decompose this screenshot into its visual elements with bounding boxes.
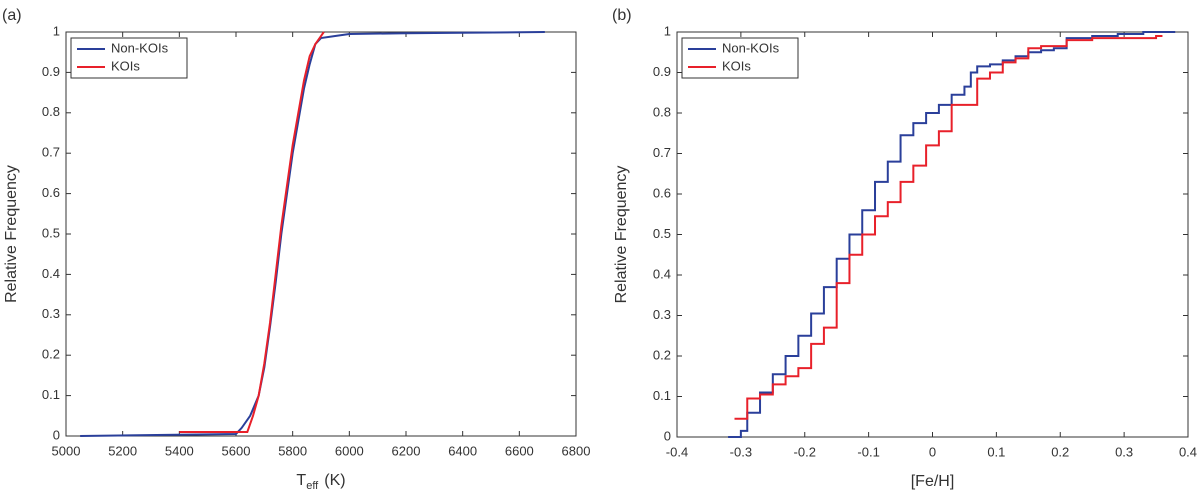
y-tick-label: 0.7 xyxy=(42,145,60,160)
legend-label: Non-KOIs xyxy=(722,40,780,55)
y-tick-label: 0.4 xyxy=(42,266,60,281)
x-tick-label: 5200 xyxy=(108,443,137,458)
y-tick-label: 0.9 xyxy=(653,64,671,79)
data-line xyxy=(734,35,1163,420)
legend-label: KOIs xyxy=(111,58,140,73)
x-tick-label: 6000 xyxy=(335,443,364,458)
x-tick-label: 6600 xyxy=(505,443,534,458)
y-tick-label: 0 xyxy=(53,427,60,442)
x-axis-label-subscript: eff xyxy=(306,480,319,492)
x-tick-label: 0.2 xyxy=(1051,444,1069,459)
legend-box xyxy=(681,37,799,79)
x-tick-label: 5400 xyxy=(165,443,194,458)
x-axis-label-main: T xyxy=(296,472,306,489)
x-tick-label: 6200 xyxy=(392,443,421,458)
data-line xyxy=(728,31,1176,438)
y-tick-label: 0 xyxy=(664,428,671,443)
legend-label: Non-KOIs xyxy=(111,40,169,55)
x-tick-label: 5800 xyxy=(278,443,307,458)
y-tick-label: 0.7 xyxy=(653,145,671,160)
x-axis-label: [Fe/H] xyxy=(911,473,955,490)
y-tick-label: 0.5 xyxy=(42,225,60,240)
x-tick-label: 6800 xyxy=(562,443,591,458)
y-tick-label: 0.8 xyxy=(42,104,60,119)
x-tick-label: 0.3 xyxy=(1115,444,1133,459)
y-tick-label: 0.2 xyxy=(42,347,60,362)
legend-box xyxy=(70,37,188,79)
y-tick-label: 0.9 xyxy=(42,64,60,79)
y-tick-label: 1 xyxy=(664,23,671,38)
data-line xyxy=(179,31,325,433)
panel-label: (b) xyxy=(612,7,632,24)
y-axis-label: Relative Frequency xyxy=(3,165,20,303)
y-tick-label: 0.5 xyxy=(653,226,671,241)
x-tick-label: -0.4 xyxy=(666,444,688,459)
y-tick-label: 0.1 xyxy=(653,388,671,403)
x-tick-label: -0.3 xyxy=(730,444,752,459)
y-axis-label: Relative Frequency xyxy=(613,166,630,304)
x-axis-label: Teff (K) xyxy=(296,472,345,492)
legend-label: KOIs xyxy=(722,58,751,73)
y-tick-label: 0.1 xyxy=(42,387,60,402)
x-tick-label: 0.1 xyxy=(987,444,1005,459)
plot-area xyxy=(65,31,577,437)
y-tick-label: 0.2 xyxy=(653,347,671,362)
y-tick-label: 0.6 xyxy=(42,185,60,200)
y-tick-label: 0.3 xyxy=(42,306,60,321)
x-tick-label: 0 xyxy=(929,444,936,459)
y-tick-label: 0.4 xyxy=(653,266,671,281)
y-tick-label: 0.8 xyxy=(653,104,671,119)
x-tick-label: 5000 xyxy=(52,443,81,458)
x-tick-label: -0.1 xyxy=(857,444,879,459)
y-tick-label: 1 xyxy=(53,23,60,38)
x-tick-label: 6400 xyxy=(448,443,477,458)
data-line xyxy=(80,31,545,437)
x-tick-label: 0.4 xyxy=(1179,444,1197,459)
y-tick-label: 0.3 xyxy=(653,307,671,322)
x-tick-label: 5600 xyxy=(222,443,251,458)
x-axis-label-main: [Fe/H] xyxy=(911,473,955,490)
x-tick-label: -0.2 xyxy=(794,444,816,459)
y-tick-label: 0.6 xyxy=(653,185,671,200)
plot-area xyxy=(676,31,1189,438)
panel-label: (a) xyxy=(2,7,22,24)
x-axis-label-unit: (K) xyxy=(324,472,345,489)
